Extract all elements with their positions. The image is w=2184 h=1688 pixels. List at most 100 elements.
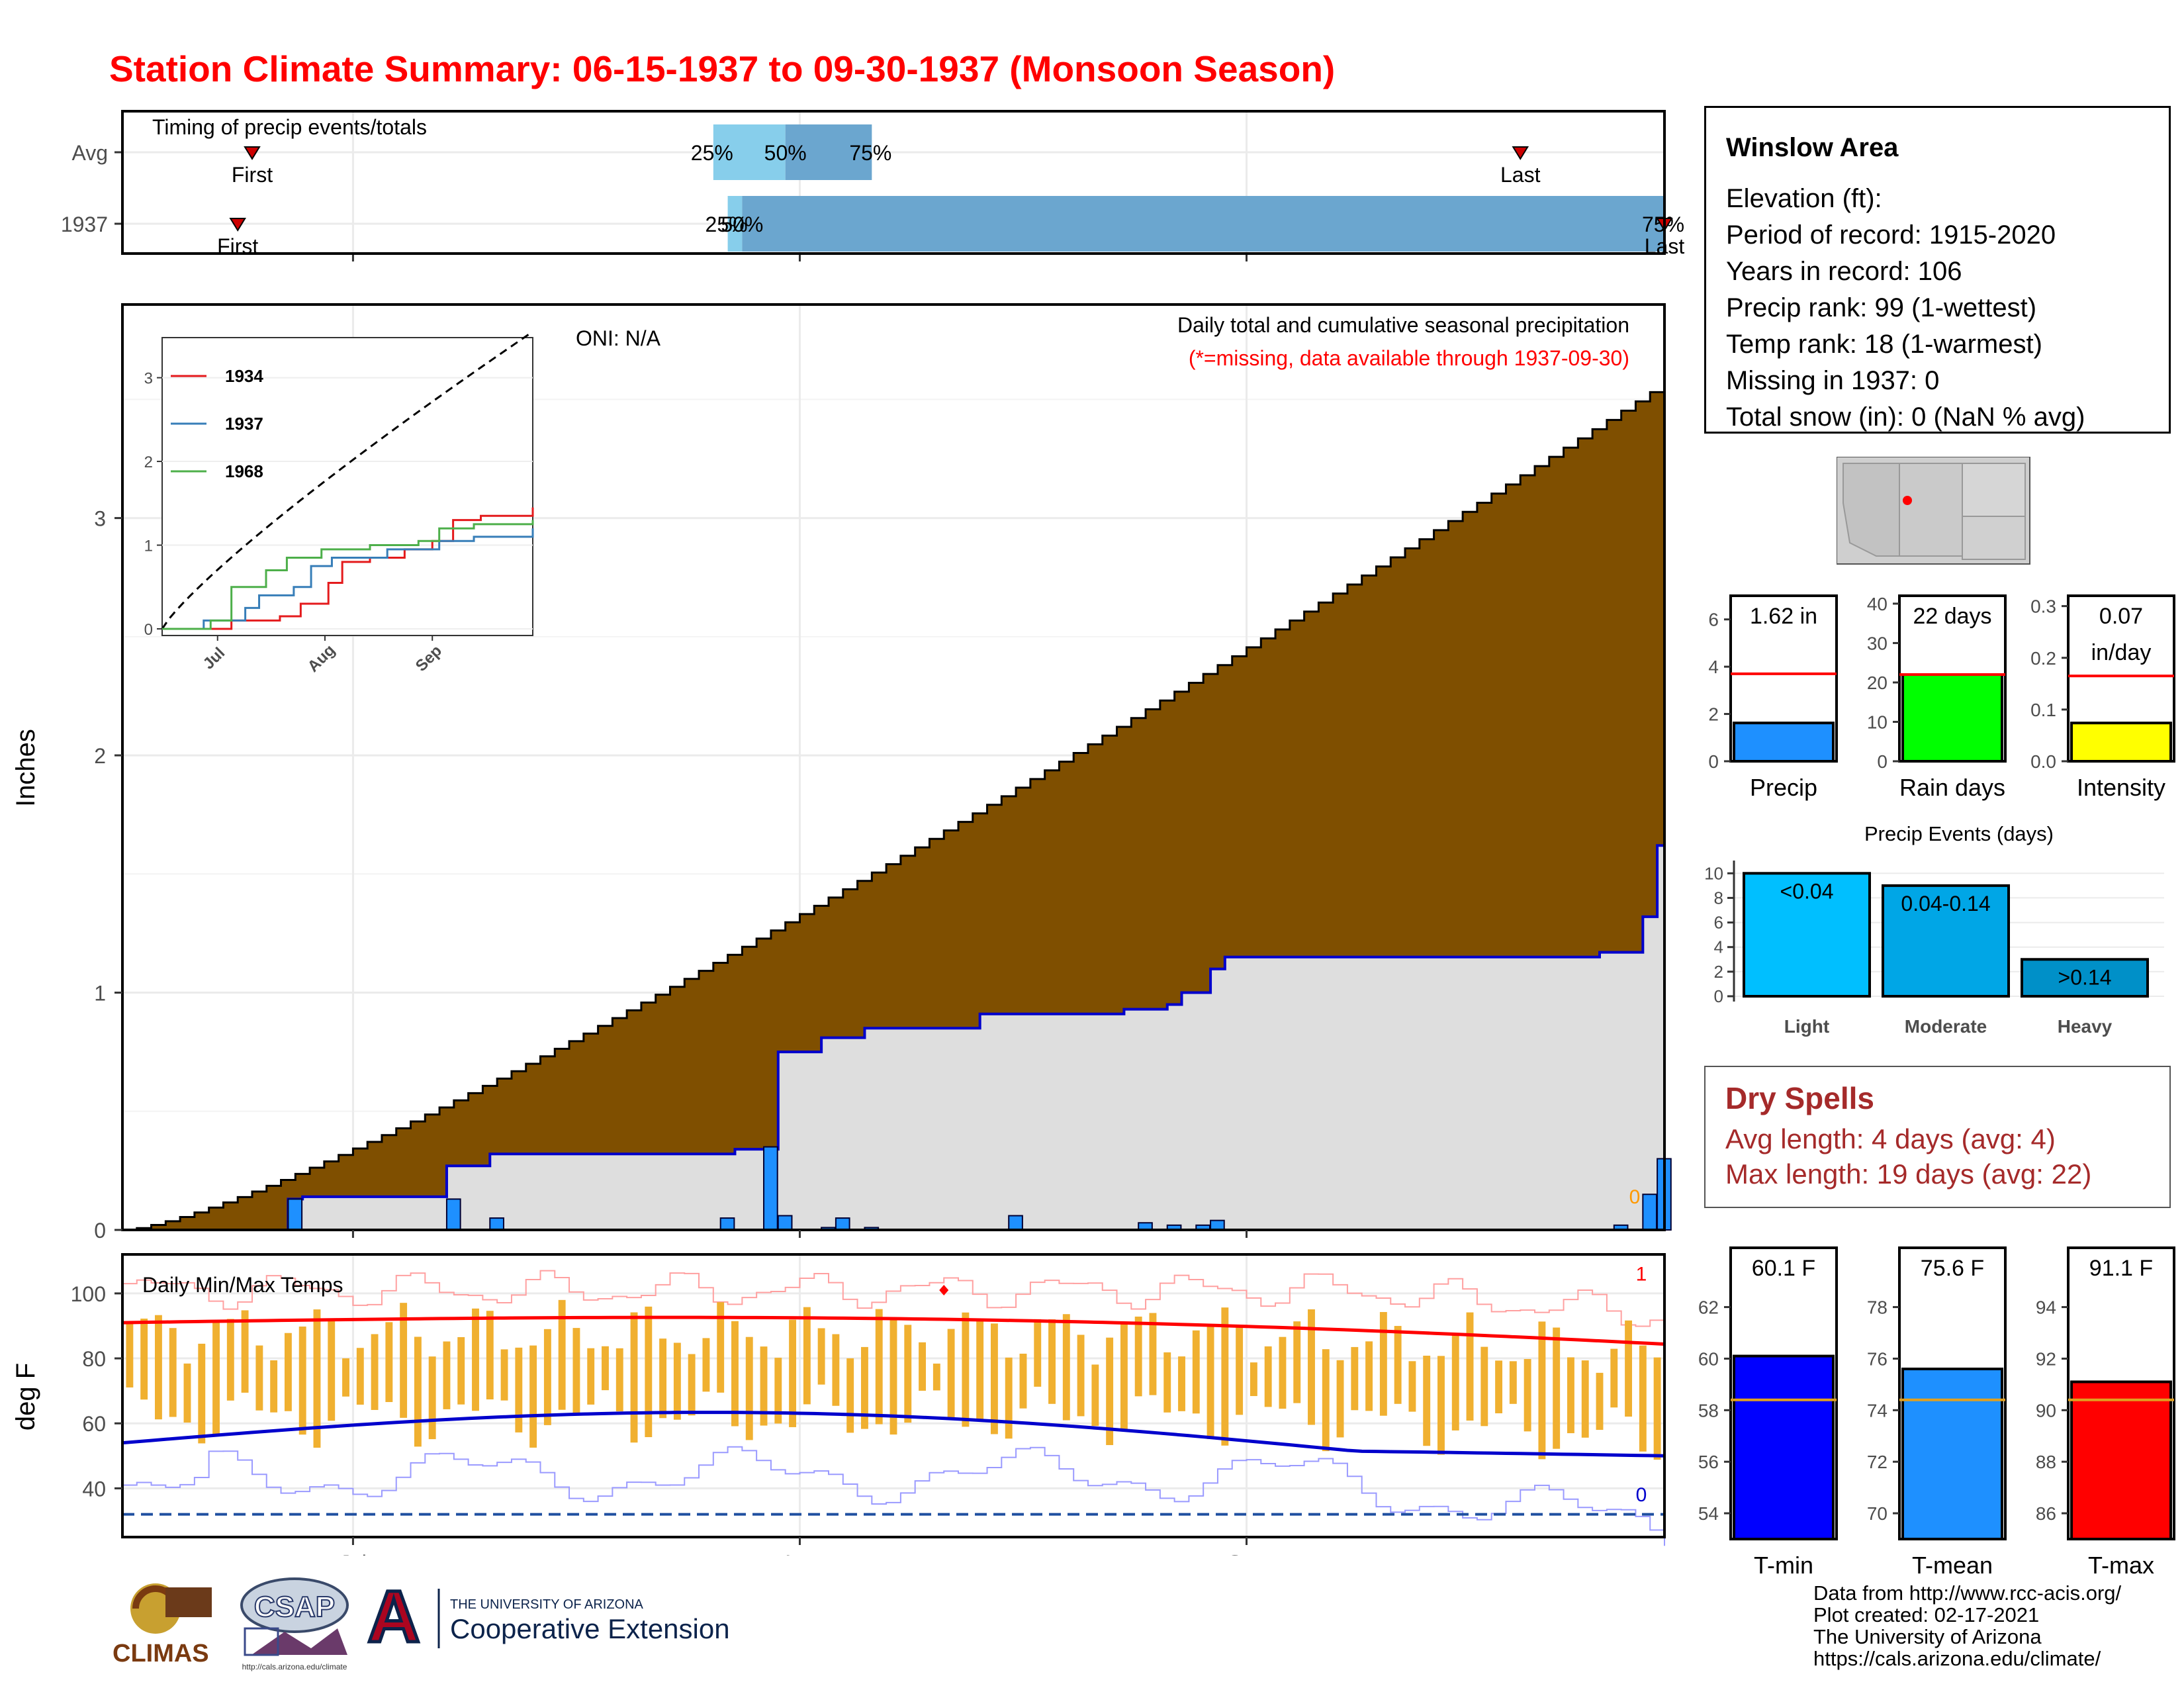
dry-spells-avg: Avg length: 4 days (avg: 4): [1725, 1123, 2056, 1154]
timing-panel: 25%50%75%FirstLastAvg25%50%75%FirstLast1…: [61, 110, 1684, 261]
mini-bar-label: Rain days: [1899, 774, 2005, 801]
daily-temp-range-bar: [832, 1334, 840, 1406]
oni-label: ONI: N/A: [576, 326, 661, 350]
daily-temp-range-bar: [1236, 1327, 1244, 1415]
inset-ytick-label: 0: [144, 621, 153, 639]
temp-xtick-label: Aug: [781, 1551, 819, 1556]
climas-logo-text: CLIMAS: [113, 1640, 209, 1667]
mini-bar-tick-label: 78: [1867, 1297, 1888, 1318]
daily-temp-range-bar: [1322, 1349, 1330, 1452]
daily-temp-range-bar: [457, 1336, 465, 1405]
daily-temp-range-bar: [1524, 1359, 1531, 1432]
inset-climo-line: [161, 333, 530, 630]
daily-temp-range-bar: [1538, 1321, 1546, 1460]
mini-bar-tick-label: 30: [1867, 633, 1888, 653]
daily-temp-range-bar: [1567, 1357, 1574, 1434]
temp-frame: [121, 1253, 1666, 1538]
info-lines: Elevation (ft): Period of record: 1915-20…: [1726, 181, 2085, 436]
events-category-label: Moderate: [1905, 1016, 1987, 1037]
footer-line-2: The University of Arizona: [1813, 1625, 2042, 1648]
events-tick-label: 6: [1714, 913, 1723, 933]
daily-temp-range-bar: [543, 1329, 551, 1425]
inset-series-line: [162, 507, 534, 630]
temp-ylabel: deg F: [11, 1363, 40, 1430]
logos: CLIMAS CSAP http://cals.arizona.edu/clim…: [113, 1575, 730, 1671]
mini-bar-tick-label: 70: [1867, 1503, 1888, 1524]
inset-series-line: [162, 528, 534, 630]
events-category-label: Heavy: [2058, 1016, 2113, 1037]
daily-temp-range-bar: [472, 1308, 479, 1411]
inset-ytick-label: 1: [144, 538, 153, 555]
info-line-4: Temp rank: 18 (1-warmest): [1726, 330, 2042, 359]
daily-temp-range-bar: [1221, 1307, 1229, 1446]
mini-bar-tick-label: 74: [1867, 1400, 1888, 1421]
precip-frame: [121, 303, 1666, 1231]
daily-temp-range-bar: [1466, 1312, 1474, 1421]
ua-line2: Cooperative Extension: [450, 1613, 730, 1644]
timing-p50-label: 50%: [764, 141, 807, 165]
mini-bar-tick-label: 40: [1867, 594, 1888, 614]
daily-temp-range-bar: [846, 1358, 854, 1433]
timing-first-label: First: [232, 163, 273, 187]
daily-temp-range-bar: [1149, 1313, 1157, 1395]
mini-bar-value: [1901, 673, 2003, 763]
mean-tmin-line: [122, 1411, 1665, 1458]
season-cumulative-line: [122, 844, 1664, 1231]
daily-temp-range-bar: [702, 1338, 710, 1392]
daily-temp-range-bar: [1106, 1337, 1114, 1446]
daily-temp-range-bar: [313, 1309, 321, 1448]
daily-temp-range-bar: [356, 1348, 364, 1405]
inset-legend-label: 1968: [225, 461, 263, 481]
daily-temp-range-bar: [1019, 1353, 1027, 1409]
daily-temp-range-bar: [1336, 1360, 1344, 1438]
mini-bar-tick-label: 86: [2036, 1503, 2056, 1524]
csap-logo-text: CSAP: [254, 1591, 335, 1623]
daily-temp-range-bar: [1480, 1346, 1488, 1427]
mini-bar-label: T-max: [2088, 1552, 2154, 1579]
daily-temp-range-bar: [500, 1349, 508, 1401]
daily-precip-bar: [835, 1217, 850, 1231]
daily-temp-range-bar: [1553, 1327, 1561, 1449]
daily-temp-range-bar: [861, 1346, 868, 1429]
info-line-0: Elevation (ft):: [1726, 184, 1882, 213]
mini-bar-value: [2070, 1380, 2172, 1540]
mini-bar-tick-label: 76: [1867, 1348, 1888, 1369]
daily-temp-range-bar: [1192, 1330, 1200, 1414]
daily-temp-range-bar: [183, 1363, 191, 1423]
station-location-dot: [1903, 496, 1912, 505]
mini-bar-tick-label: 94: [2036, 1297, 2056, 1318]
daily-temp-range-bar: [774, 1358, 782, 1424]
daily-temp-range-bar: [486, 1311, 494, 1400]
mini-bar-tick-label: 20: [1867, 673, 1888, 693]
inset-legend-label: 1937: [225, 414, 263, 434]
daily-temp-range-bar: [904, 1325, 912, 1423]
timing-bar-25-50: [727, 196, 743, 252]
daily-temp-range-bar: [1509, 1361, 1517, 1404]
daily-temp-range-bar: [1308, 1309, 1315, 1425]
daily-temp-range-bar: [1206, 1325, 1214, 1440]
mini-bar-label: T-mean: [1912, 1552, 1993, 1579]
events-bar-label: <0.04: [1780, 879, 1834, 903]
mini-bar-value-text: 75.6 F: [1921, 1256, 1984, 1281]
dry-spells-box: Dry Spells Avg length: 4 days (avg: 4) M…: [1704, 1066, 2171, 1208]
daily-precip-bar: [777, 1215, 793, 1231]
info-line-1: Period of record: 1915-2020: [1726, 220, 2056, 250]
daily-temp-range-bar: [1423, 1355, 1431, 1446]
mini-bar-value: [2070, 722, 2172, 763]
daily-temp-range-bar: [1077, 1335, 1085, 1417]
temp-summary-bars: 54 56 58 60 62 60.1 F T-min 70 72 74 76 78 75.6 F T-m…: [1698, 1246, 2175, 1579]
mini-bar-value-text: in/day: [2091, 640, 2152, 665]
info-line-3: Precip rank: 99 (1-wettest): [1726, 293, 2037, 322]
record-low-line: [122, 1446, 1665, 1546]
footer-credits: Data from http://www.rcc-acis.org/Plot c…: [1813, 1582, 2121, 1669]
precip-ytick-label: 1: [94, 982, 106, 1006]
daily-temp-range-bar: [990, 1323, 998, 1434]
daily-temp-range-bar: [1495, 1360, 1503, 1414]
daily-temp-range-bar: [270, 1360, 278, 1413]
daily-temp-range-bar: [1178, 1356, 1185, 1411]
daily-temp-range-bar: [947, 1329, 955, 1419]
daily-temp-range-bar: [803, 1307, 811, 1405]
daily-temp-range-bar: [1034, 1319, 1042, 1387]
info-line-5: Missing in 1937: 0: [1726, 366, 1940, 395]
daily-temp-range-bar: [760, 1346, 768, 1426]
